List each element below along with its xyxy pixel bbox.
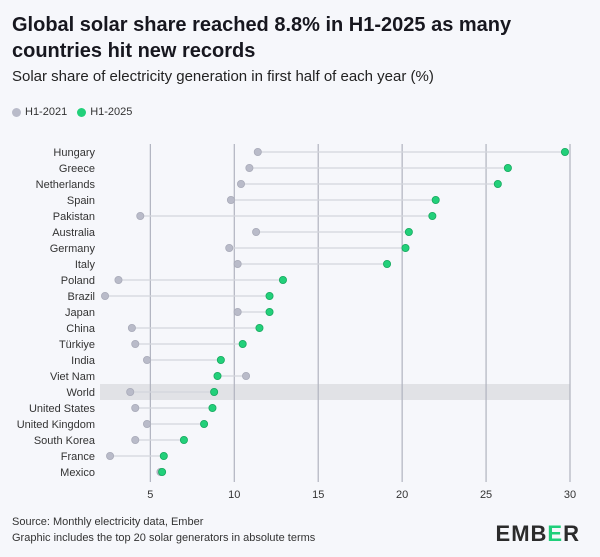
category-label: Spain xyxy=(67,195,95,207)
point-h1-2025 xyxy=(179,435,188,444)
x-tick-label: 20 xyxy=(396,489,408,501)
footer: Source: Monthly electricity data, Ember … xyxy=(12,514,315,546)
point-h1-2021 xyxy=(236,179,245,188)
point-h1-2025 xyxy=(159,451,168,460)
point-h1-2021 xyxy=(142,355,151,364)
legend-item-2025: H1-2025 xyxy=(77,106,132,118)
point-h1-2021 xyxy=(233,307,242,316)
category-label: China xyxy=(66,323,96,335)
category-label: Pakistan xyxy=(53,211,95,223)
x-tick-label: 5 xyxy=(147,489,153,501)
point-h1-2021 xyxy=(126,387,135,396)
point-h1-2021 xyxy=(106,451,115,460)
category-label: France xyxy=(61,451,95,463)
point-h1-2025 xyxy=(255,323,264,332)
point-h1-2025 xyxy=(560,147,569,156)
category-label: Mexico xyxy=(60,467,95,479)
category-label: United Kingdom xyxy=(17,419,95,431)
category-label: Germany xyxy=(50,243,96,255)
category-label: United States xyxy=(29,403,96,415)
point-h1-2025 xyxy=(493,179,502,188)
point-h1-2025 xyxy=(428,211,437,220)
category-label: Hungary xyxy=(53,147,95,159)
point-h1-2021 xyxy=(242,371,251,380)
source-text: Source: Monthly electricity data, Ember xyxy=(12,516,204,528)
point-h1-2021 xyxy=(131,339,140,348)
point-h1-2021 xyxy=(131,435,140,444)
category-label: Brazil xyxy=(67,291,95,303)
point-h1-2025 xyxy=(278,275,287,284)
point-h1-2021 xyxy=(131,403,140,412)
category-label: Australia xyxy=(52,227,96,239)
point-h1-2021 xyxy=(114,275,123,284)
point-h1-2025 xyxy=(404,227,413,236)
point-h1-2025 xyxy=(265,307,274,316)
point-h1-2025 xyxy=(158,467,167,476)
point-h1-2021 xyxy=(225,243,234,252)
legend-label: H1-2021 xyxy=(25,106,68,118)
ember-logo: EMBER xyxy=(495,521,580,546)
point-h1-2025 xyxy=(431,195,440,204)
category-label: Italy xyxy=(75,259,96,271)
category-label: Netherlands xyxy=(36,179,96,191)
legend: H1-2021 H1-2025 xyxy=(12,106,132,118)
point-h1-2025 xyxy=(200,419,209,428)
highlight-band xyxy=(100,384,570,400)
point-h1-2021 xyxy=(226,195,235,204)
category-label: Greece xyxy=(59,163,95,175)
legend-label: H1-2025 xyxy=(90,106,133,118)
point-h1-2025 xyxy=(238,339,247,348)
point-h1-2021 xyxy=(252,227,261,236)
point-h1-2021 xyxy=(142,419,151,428)
point-h1-2025 xyxy=(216,355,225,364)
point-h1-2025 xyxy=(383,259,392,268)
x-tick-label: 30 xyxy=(564,489,576,501)
chart-title: Global solar share reached 8.8% in H1-20… xyxy=(12,14,512,62)
legend-dot-icon xyxy=(12,107,21,117)
point-h1-2025 xyxy=(210,387,219,396)
category-label: Viet Nam xyxy=(50,371,95,383)
point-h1-2021 xyxy=(253,147,262,156)
x-tick-label: 25 xyxy=(480,489,492,501)
legend-item-2021: H1-2021 xyxy=(12,106,67,118)
point-h1-2025 xyxy=(208,403,217,412)
category-label: Türkiye xyxy=(59,339,95,351)
category-label: South Korea xyxy=(34,435,96,447)
point-h1-2021 xyxy=(245,163,254,172)
x-tick-label: 10 xyxy=(228,489,240,501)
point-h1-2021 xyxy=(136,211,145,220)
category-label: Poland xyxy=(61,275,95,287)
point-h1-2021 xyxy=(101,291,110,300)
point-h1-2025 xyxy=(401,243,410,252)
point-h1-2025 xyxy=(213,371,222,380)
point-h1-2021 xyxy=(233,259,242,268)
legend-dot-icon xyxy=(77,107,87,117)
point-h1-2025 xyxy=(503,163,512,172)
category-label: India xyxy=(71,355,96,367)
category-label: Japan xyxy=(65,307,95,319)
point-h1-2021 xyxy=(127,323,136,332)
chart-subtitle: Solar share of electricity generation in… xyxy=(12,68,434,85)
note-text: Graphic includes the top 20 solar genera… xyxy=(12,532,316,544)
category-label: World xyxy=(66,387,95,399)
x-tick-label: 15 xyxy=(312,489,324,501)
point-h1-2025 xyxy=(265,291,274,300)
